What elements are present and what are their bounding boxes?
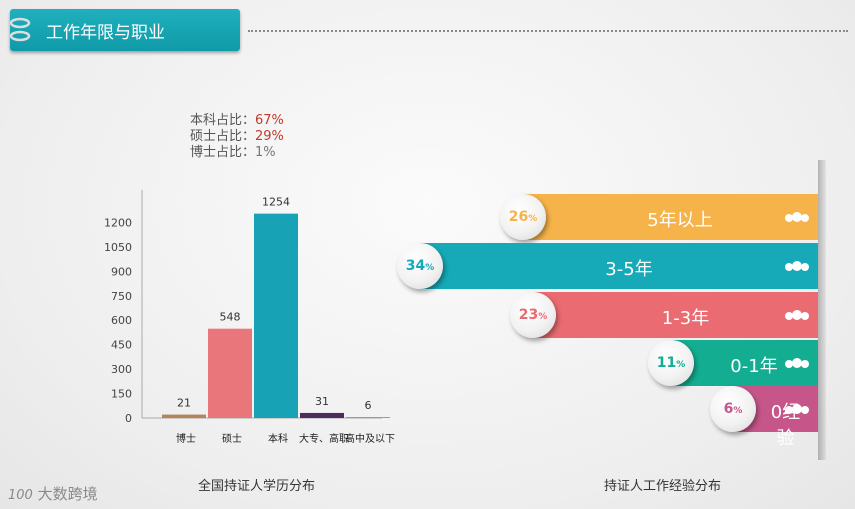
experience-chart-title: 持证人工作经验分布	[604, 479, 722, 494]
data-label: 21	[177, 397, 191, 410]
y-tick-label: 1050	[104, 241, 132, 254]
experience-percent-value: 34	[405, 258, 426, 274]
experience-percent-value: 23	[518, 307, 539, 323]
experience-percent-unit: %	[676, 360, 686, 370]
data-label: 1254	[262, 196, 290, 209]
y-tick-label: 300	[111, 363, 132, 376]
education-bar-chart: 0 150 300 450 600 750 900 1050 1200 21 博士 548 硕士 1254…	[104, 190, 395, 445]
y-tick-label: 750	[111, 290, 132, 303]
money-bags-icon	[785, 404, 809, 414]
dotted-divider	[248, 30, 848, 32]
category-label: 博士	[176, 432, 196, 445]
experience-percent-badge: 23%	[510, 292, 556, 338]
experience-bar-4: 0经验	[733, 386, 818, 449]
experience-percent-badge: 34%	[397, 243, 443, 289]
y-tick-label: 900	[111, 265, 132, 278]
y-tick-label: 600	[111, 314, 132, 327]
y-tick-label: 0	[125, 412, 132, 425]
bar-2	[254, 213, 298, 418]
y-tick-label: 1200	[104, 216, 132, 229]
header-banner: 工作年限与职业	[9, 9, 240, 51]
stat-master: 硕士占比：29%	[190, 129, 284, 144]
watermark-text: 大数跨境	[37, 485, 98, 503]
experience-percent-value: 6	[723, 401, 734, 417]
experience-percent-badge: 11%	[648, 340, 694, 386]
experience-percent-badge: 26%	[500, 194, 546, 240]
money-bags-icon	[785, 261, 809, 271]
experience-bar-3: 0-1年	[670, 340, 818, 386]
stat-doctor: 博士占比：1%	[190, 145, 276, 160]
data-label: 31	[315, 395, 329, 408]
experience-percent-badge: 6%	[710, 386, 756, 432]
bar-0	[162, 414, 206, 418]
bar-3	[300, 412, 344, 418]
data-label: 548	[220, 311, 241, 324]
money-bags-icon	[785, 212, 809, 222]
money-bags-icon	[785, 310, 809, 320]
category-label: 本科	[268, 432, 288, 445]
experience-label: 1-3年	[661, 308, 710, 329]
ribbon-fold-shadow	[818, 160, 826, 460]
category-label: 高中及以下	[345, 432, 395, 445]
experience-percent-unit: %	[538, 312, 548, 322]
stat-bachelor: 本科占比：67%	[190, 113, 284, 128]
page-title: 工作年限与职业	[46, 23, 165, 43]
experience-label: 0-1年	[730, 356, 778, 377]
bar-4	[346, 417, 390, 418]
watermark: 100 大数跨境	[8, 483, 98, 504]
degree-stats: 本科占比：67% 硕士占比：29% 博士占比：1%	[190, 113, 284, 161]
category-label: 大专、高职	[299, 432, 349, 445]
watermark-logo-text: 100	[8, 488, 33, 503]
bar-1	[208, 328, 252, 418]
experience-percent-value: 26	[508, 209, 529, 225]
experience-percent-unit: %	[425, 263, 435, 273]
experience-percent-unit: %	[528, 214, 538, 224]
experience-bar-1: 3-5年	[420, 243, 818, 289]
category-label: 硕士	[222, 432, 242, 445]
experience-percent-value: 11	[656, 355, 677, 371]
money-bags-icon	[785, 358, 809, 368]
experience-percent-unit: %	[733, 406, 743, 416]
experience-label: 3-5年	[605, 259, 653, 280]
experience-bar-0: 5年以上	[522, 194, 818, 240]
binder-rings-icon	[9, 17, 31, 42]
data-label: 6	[365, 399, 372, 412]
y-tick-label: 150	[111, 388, 132, 401]
education-chart-title: 全国持证人学历分布	[198, 479, 316, 494]
experience-bar-2: 1-3年	[533, 292, 818, 338]
experience-label: 5年以上	[647, 210, 713, 231]
y-tick-label: 450	[111, 339, 132, 352]
